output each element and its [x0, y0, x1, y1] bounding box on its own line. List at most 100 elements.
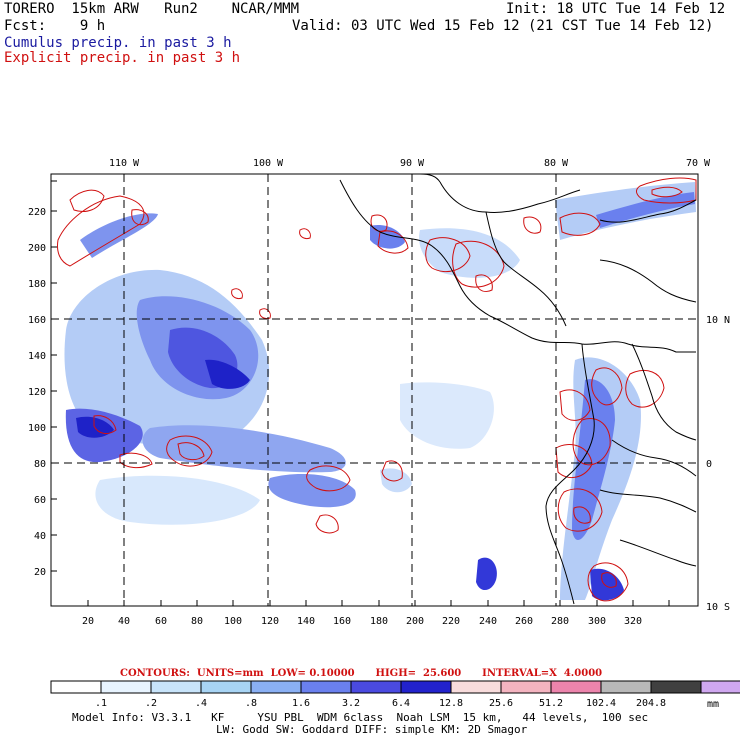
precip-contour [587, 562, 629, 602]
precip-contour [381, 460, 403, 482]
colorbar-label: 51.2 [539, 698, 563, 709]
colorbar-units: mm [707, 699, 719, 710]
precip-contour [555, 444, 593, 479]
y-tick-label: 60 [34, 495, 46, 506]
precip-contour [57, 195, 145, 267]
x-tick-label: 200 [406, 616, 424, 627]
precip-contour [557, 488, 603, 532]
y-tick-label: 220 [28, 207, 46, 218]
forecast-hour: Fcst: 9 h [4, 18, 106, 34]
x-tick-label: 140 [297, 616, 315, 627]
y-tick-label: 80 [34, 459, 46, 470]
colorbar-label: 25.6 [489, 698, 513, 709]
y-tick-label: 160 [28, 315, 46, 326]
x-tick-label: 240 [479, 616, 497, 627]
contour-info: CONTOURS: UNITS=mm LOW= 0.10000 HIGH= 25… [120, 668, 603, 679]
y-ticks [51, 180, 57, 572]
precip-contour [591, 367, 623, 406]
precip-area [590, 568, 624, 601]
y-tick-label: 100 [28, 423, 46, 434]
precip-contour [306, 465, 351, 492]
precip-contour [572, 418, 611, 466]
explicit-precip-layer [57, 177, 697, 602]
init-time: Init: 18 UTC Tue 14 Feb 12 [506, 1, 726, 17]
lon-label: 100 W [253, 158, 284, 169]
x-tick-label: 100 [224, 616, 242, 627]
precip-contour [651, 186, 683, 198]
precip-contour [370, 214, 388, 232]
colorbar-swatch [650, 680, 702, 694]
lon-labels: 110 W 100 W 90 W 80 W 70 W [109, 158, 711, 169]
lon-label: 70 W [686, 158, 711, 169]
run-title: TORERO 15km ARW Run2 NCAR/MMM [4, 1, 300, 17]
colorbar-swatch [250, 680, 302, 694]
coastline [419, 173, 441, 183]
colorbar-label: .8 [245, 698, 257, 709]
precip-contour [377, 230, 409, 254]
colorbar-label: 3.2 [342, 698, 360, 709]
precip-area [476, 557, 497, 591]
x-tick-label: 220 [442, 616, 460, 627]
colorbar-swatch [150, 680, 202, 694]
precip-contour [559, 212, 601, 236]
y-tick-label: 180 [28, 279, 46, 290]
x-tick-label: 260 [515, 616, 533, 627]
precip-contour [131, 209, 149, 226]
coastline [599, 489, 697, 513]
cumulus-legend-label: Cumulus precip. in past 3 h [4, 35, 232, 51]
precip-contour [299, 228, 311, 239]
lon-label: 80 W [544, 158, 569, 169]
coastline [631, 343, 697, 441]
precip-contour [93, 415, 117, 434]
graticule [51, 174, 698, 606]
colorbar-label: 1.6 [292, 698, 310, 709]
valid-time: Valid: 03 UTC Wed 15 Feb 12 (21 CST Tue … [292, 18, 714, 34]
precip-contour [573, 506, 591, 524]
colorbar-swatch [100, 680, 152, 694]
lat-labels: 10 N 0 10 S [706, 315, 730, 613]
precip-contour [625, 370, 665, 408]
colorbar-swatch [500, 680, 552, 694]
x-tick-label: 40 [118, 616, 130, 627]
y-tick-labels: 20 40 60 80 100 120 140 160 180 200 220 [28, 207, 46, 578]
colorbar-label: 204.8 [636, 698, 666, 709]
y-tick-label: 140 [28, 351, 46, 362]
colorbar-swatch [550, 680, 602, 694]
lon-label: 110 W [109, 158, 140, 169]
colorbar-label: 12.8 [439, 698, 463, 709]
x-tick-label: 180 [370, 616, 388, 627]
precip-contour [69, 189, 105, 212]
lat-label: 10 N [706, 315, 730, 326]
x-tick-label: 320 [624, 616, 642, 627]
colorbar-swatch [200, 680, 252, 694]
precip-contour [315, 514, 339, 534]
precip-contour [523, 216, 542, 234]
precip-contour [452, 240, 505, 288]
coastline [545, 343, 595, 605]
precip-area [268, 474, 356, 508]
x-tick-label: 80 [191, 616, 203, 627]
y-tick-label: 40 [34, 531, 46, 542]
colorbar-label: .4 [195, 698, 207, 709]
precip-contour [475, 274, 493, 292]
y-tick-label: 120 [28, 387, 46, 398]
precip-contour [559, 389, 591, 421]
precip-contour [259, 308, 271, 319]
precip-contour [601, 572, 617, 588]
precip-area [400, 382, 494, 449]
precip-contour [231, 288, 243, 299]
explicit-legend-label: Explicit precip. in past 3 h [4, 50, 241, 66]
colorbar-label: .1 [95, 698, 107, 709]
x-tick-labels: 20 40 60 80 100 120 140 160 180 200 220 … [82, 616, 642, 627]
lat-label: 10 S [706, 602, 730, 613]
x-ticks [87, 600, 670, 606]
colorbar-label: 102.4 [586, 698, 616, 709]
x-tick-label: 160 [333, 616, 351, 627]
x-tick-label: 60 [155, 616, 167, 627]
x-tick-label: 280 [551, 616, 569, 627]
colorbar-swatch [700, 680, 740, 694]
coastline [619, 539, 697, 567]
x-tick-label: 20 [82, 616, 94, 627]
x-tick-label: 120 [261, 616, 279, 627]
